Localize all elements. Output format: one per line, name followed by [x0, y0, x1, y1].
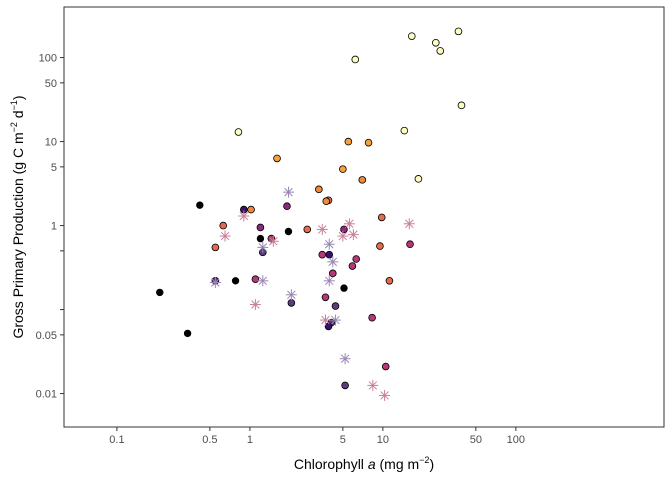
asterisk-point	[323, 238, 335, 250]
circle-point	[284, 227, 293, 236]
asterisk-point	[285, 289, 297, 301]
asterisk-point	[219, 230, 231, 242]
x-tick-label: 50	[470, 434, 482, 446]
x-axis-title: Chlorophyll a (mg m−2)	[294, 455, 434, 472]
circle-point	[283, 202, 291, 211]
x-tick-label: 100	[507, 434, 525, 446]
circle-point	[348, 262, 357, 270]
circle-point	[196, 201, 204, 209]
asterisk-point	[339, 353, 351, 365]
asterisk-point	[238, 210, 250, 222]
circle-point	[344, 137, 353, 146]
circle-point	[219, 221, 228, 230]
circle-point	[358, 176, 367, 184]
y-tick-label: 0.05	[36, 330, 57, 342]
asterisk-point	[403, 218, 415, 230]
asterisk-point	[347, 229, 359, 241]
circle-point	[364, 138, 373, 147]
circle-point	[273, 154, 281, 163]
asterisk-point	[257, 275, 269, 287]
x-tick-label: 0.5	[202, 434, 217, 446]
circle-point	[352, 255, 360, 263]
circle-point	[385, 277, 394, 285]
circle-point	[351, 55, 360, 64]
circle-point	[315, 185, 323, 194]
x-tick-label: 10	[377, 434, 389, 446]
circle-point	[324, 322, 333, 331]
circle-point	[400, 126, 409, 135]
y-tick-label: 5	[51, 162, 57, 174]
asterisk-point	[379, 389, 391, 401]
circle-point	[381, 362, 390, 371]
circle-point	[457, 101, 466, 110]
asterisk-point	[249, 298, 261, 310]
circle-point	[234, 128, 243, 136]
circle-point	[414, 175, 423, 183]
asterisk-point	[329, 314, 341, 326]
circle-point	[331, 302, 340, 310]
asterisk-point	[319, 314, 331, 326]
plot-panel-border	[63, 6, 665, 428]
asterisk-point	[209, 277, 221, 289]
circle-point	[368, 313, 376, 322]
axis-ticks: 0.1 0.5 1 5 10 50 100 0.01 0.05 1 5 10 50 100	[36, 53, 525, 446]
y-tick-label: 100	[39, 53, 57, 65]
asterisk-point	[323, 275, 335, 287]
circle-point	[211, 243, 220, 252]
circle-point	[318, 250, 327, 259]
circle-point	[328, 269, 337, 278]
y-tick-label: 1	[51, 221, 57, 233]
y-tick-label: 0.01	[36, 389, 57, 401]
circle-point	[322, 197, 331, 206]
circle-point	[287, 299, 296, 307]
y-axis-title: Gross Primary Production (g C m−2 d−1)	[9, 95, 26, 338]
x-tick-label: 1	[247, 434, 253, 446]
circle-point	[340, 284, 348, 292]
circle-point	[156, 288, 164, 297]
circle-point	[436, 47, 445, 55]
circle-point	[325, 250, 334, 259]
circle-point	[183, 329, 192, 338]
asterisk-point	[367, 379, 379, 391]
asterisk-point	[337, 230, 349, 242]
x-tick-label: 0.1	[109, 434, 124, 446]
circle-point	[321, 293, 330, 302]
asterisk-point	[267, 235, 279, 247]
circle-point	[251, 275, 260, 283]
circle-point	[341, 381, 349, 390]
x-tick-label: 5	[340, 434, 346, 446]
circle-point	[339, 165, 347, 173]
asterisk-point	[282, 186, 294, 198]
circle-point	[376, 242, 384, 250]
circle-point	[231, 277, 240, 285]
circle-point	[432, 38, 440, 47]
data-points	[156, 27, 466, 401]
circle-point	[256, 234, 265, 243]
asterisk-point	[316, 223, 328, 235]
y-tick-label: 10	[45, 137, 57, 149]
circle-point	[247, 205, 255, 214]
circle-point	[406, 240, 414, 249]
y-tick-label: 50	[45, 78, 57, 90]
asterisk-point	[327, 256, 339, 268]
circle-point	[377, 213, 386, 222]
asterisk-point	[257, 241, 269, 253]
circle-point	[256, 223, 265, 232]
circle-point	[454, 27, 463, 36]
asterisk-point	[343, 218, 355, 230]
circle-point	[408, 32, 416, 40]
circle-point	[303, 225, 312, 234]
